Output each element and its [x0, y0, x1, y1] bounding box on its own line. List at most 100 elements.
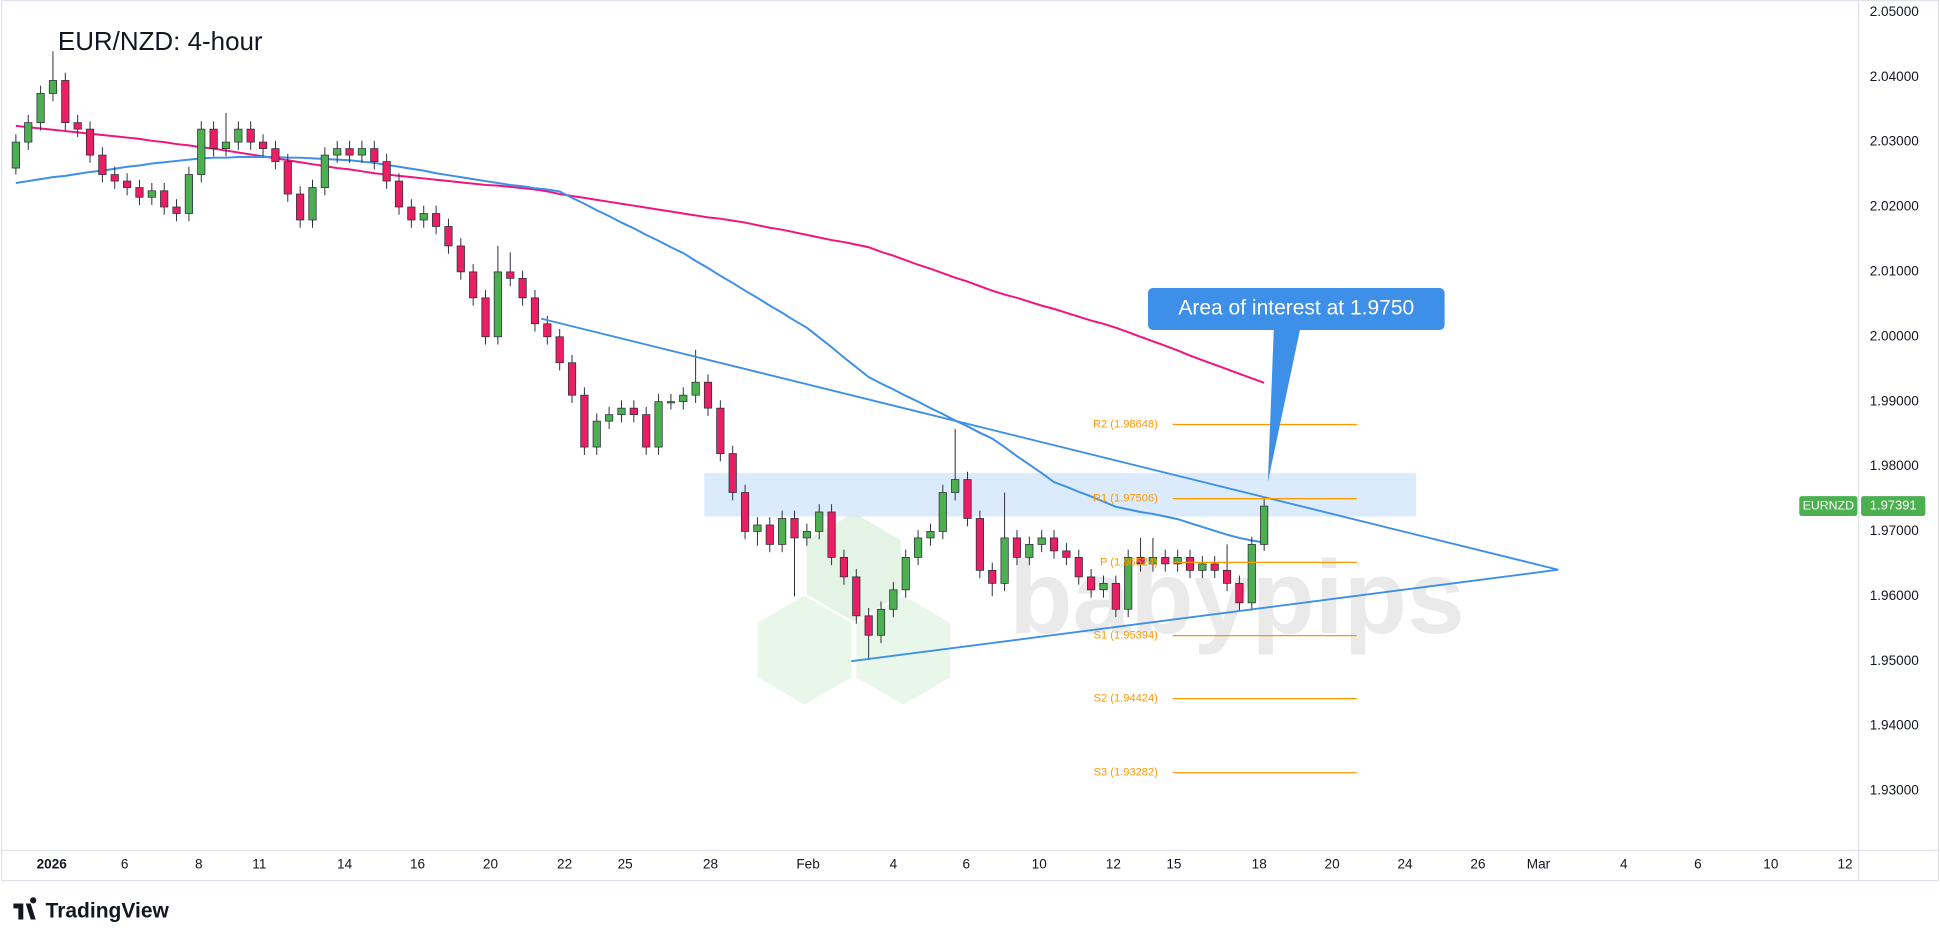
watermark-hex	[757, 595, 852, 705]
moving-average	[15, 156, 1265, 544]
candle-body	[592, 420, 601, 448]
x-tick-label: 24	[1397, 857, 1413, 872]
x-tick-label: 10	[1032, 857, 1048, 872]
candle-body	[654, 401, 663, 448]
x-tick-label: 20	[1325, 857, 1341, 872]
candle-body	[320, 154, 329, 188]
y-tick-label: 1.95000	[1870, 653, 1920, 668]
pivot-label: P (1.96524)	[1100, 556, 1158, 568]
trendline	[540, 317, 1559, 571]
candle-body	[481, 297, 490, 338]
pivot-label: S3 (1.93282)	[1094, 767, 1159, 779]
candle-body	[716, 407, 725, 454]
candle-body	[876, 608, 886, 636]
x-tick-label: 22	[557, 857, 572, 872]
candle-body	[1074, 557, 1083, 578]
candle-body	[938, 492, 947, 532]
symbol-label: EURNZD	[1803, 498, 1855, 512]
candle-body	[901, 557, 910, 591]
candle-body	[1260, 505, 1269, 545]
x-tick-label: Mar	[1527, 857, 1551, 872]
candle-body	[728, 453, 737, 493]
candle-body	[642, 414, 651, 448]
candle-body	[543, 323, 552, 338]
interest-zone	[704, 473, 1417, 517]
candle-body	[740, 492, 750, 532]
x-tick-label: 10	[1763, 857, 1779, 872]
pivot-label: S1 (1.95394)	[1094, 630, 1159, 642]
candle-body	[1025, 544, 1034, 558]
candle-body	[852, 576, 861, 617]
candle-body	[617, 407, 626, 416]
candle-body	[135, 187, 144, 198]
candle-body	[419, 213, 428, 221]
trendline	[851, 568, 1559, 663]
candle-body	[184, 174, 193, 214]
candle-body	[679, 394, 688, 403]
pivot-label: R2 (1.98648)	[1093, 418, 1158, 430]
x-tick-label: 4	[890, 857, 898, 872]
candle-body	[333, 148, 342, 156]
candle-body	[555, 336, 564, 364]
candle-body	[197, 128, 206, 175]
candle-body	[73, 122, 82, 130]
candle-body	[815, 511, 824, 532]
y-tick-label: 1.94000	[1870, 718, 1920, 733]
candle-body	[1062, 550, 1071, 558]
candle-body	[1161, 557, 1170, 565]
candle-body	[580, 394, 589, 448]
candle-body	[666, 401, 675, 404]
x-tick-label: 28	[703, 857, 718, 872]
x-tick-label: 15	[1166, 857, 1181, 872]
candle-body	[110, 174, 119, 182]
x-tick-label: 20	[483, 857, 499, 872]
y-tick-label: 2.00000	[1870, 328, 1920, 343]
candle-body	[24, 122, 33, 143]
candle-body	[394, 180, 404, 208]
candle-body	[147, 190, 156, 198]
y-tick-label: 2.03000	[1870, 134, 1920, 149]
candle-body	[839, 557, 849, 578]
candle-body	[802, 531, 811, 539]
candle-body	[85, 128, 95, 156]
candle-body	[864, 615, 873, 636]
candle-body	[1012, 537, 1022, 558]
x-tick-label: 11	[252, 857, 266, 872]
y-tick-label: 1.93000	[1870, 783, 1920, 798]
candle-body	[98, 154, 107, 175]
chart-title: EUR/NZD: 4-hour	[58, 28, 263, 56]
x-tick-label: 25	[618, 857, 633, 872]
callout-text: Area of interest at 1.9750	[1178, 297, 1414, 320]
x-tick-label: 6	[1694, 857, 1702, 872]
candle-body	[221, 141, 231, 149]
candle-body	[963, 479, 972, 519]
candle-body	[1049, 537, 1059, 552]
candle-body	[48, 80, 58, 94]
candle-body	[1148, 557, 1157, 565]
candle-body	[11, 141, 20, 169]
candle-body	[1198, 563, 1207, 571]
candle-body	[703, 381, 713, 409]
candle-body	[1136, 557, 1145, 565]
candle-body	[889, 589, 898, 610]
candle-body	[469, 271, 478, 299]
price-tag	[1861, 496, 1926, 516]
candle-body	[234, 128, 243, 143]
candle-body	[36, 93, 45, 124]
candle-body	[1185, 557, 1195, 571]
y-tick-label: 2.04000	[1870, 69, 1920, 84]
candle-body	[345, 148, 354, 156]
pivot-label: S2 (1.94424)	[1094, 693, 1159, 705]
y-tick-label: 1.96000	[1870, 588, 1920, 603]
candle-body	[1210, 563, 1219, 571]
candle-body	[530, 297, 540, 325]
candle-body	[951, 479, 960, 493]
candle-body	[61, 80, 70, 124]
y-tick-label: 2.01000	[1870, 263, 1920, 278]
footer-brand: TradingView	[46, 900, 170, 923]
candle-body	[629, 407, 638, 416]
candle-body	[691, 381, 700, 396]
pivot-label: R1 (1.97506)	[1093, 493, 1158, 505]
